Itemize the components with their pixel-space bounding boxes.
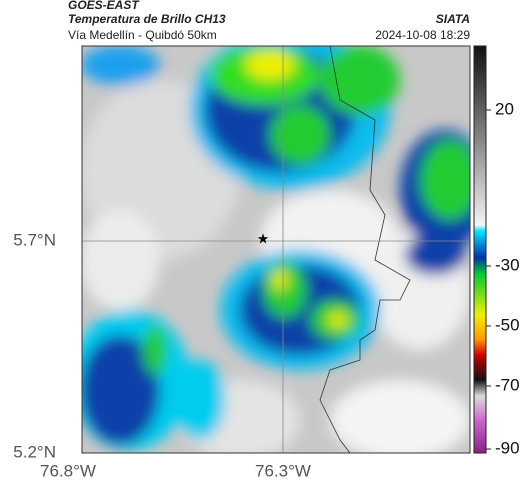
lon-label: 76.8°W bbox=[40, 461, 96, 480]
lat-label: 5.2°N bbox=[13, 442, 56, 461]
svg-text:★: ★ bbox=[257, 231, 270, 247]
lat-label: 5.7°N bbox=[13, 230, 56, 249]
subtitle: Vía Medellín - Quibdó 50km bbox=[68, 28, 217, 42]
product: GOES-EAST bbox=[68, 0, 140, 12]
colorbar-tick-label: 20 bbox=[495, 99, 514, 118]
colorbar-tick-label: -50 bbox=[495, 315, 520, 334]
map-frame bbox=[81, 45, 471, 454]
source: SIATA bbox=[436, 12, 470, 26]
datetime: 2024-10-08 18:29 bbox=[375, 28, 470, 42]
colorbar bbox=[473, 45, 487, 454]
colorbar-tick-label: -70 bbox=[495, 375, 520, 394]
title: Temperatura de Brillo CH13 bbox=[68, 12, 226, 26]
colorbar-tick-label: -30 bbox=[495, 255, 520, 274]
lon-label: 76.3°W bbox=[255, 461, 311, 480]
colorbar-ticks: 20 -30 -50 -70 -90 bbox=[486, 99, 520, 457]
satellite-image: ★ bbox=[82, 46, 470, 453]
colorbar-tick-label: -90 bbox=[495, 438, 520, 457]
